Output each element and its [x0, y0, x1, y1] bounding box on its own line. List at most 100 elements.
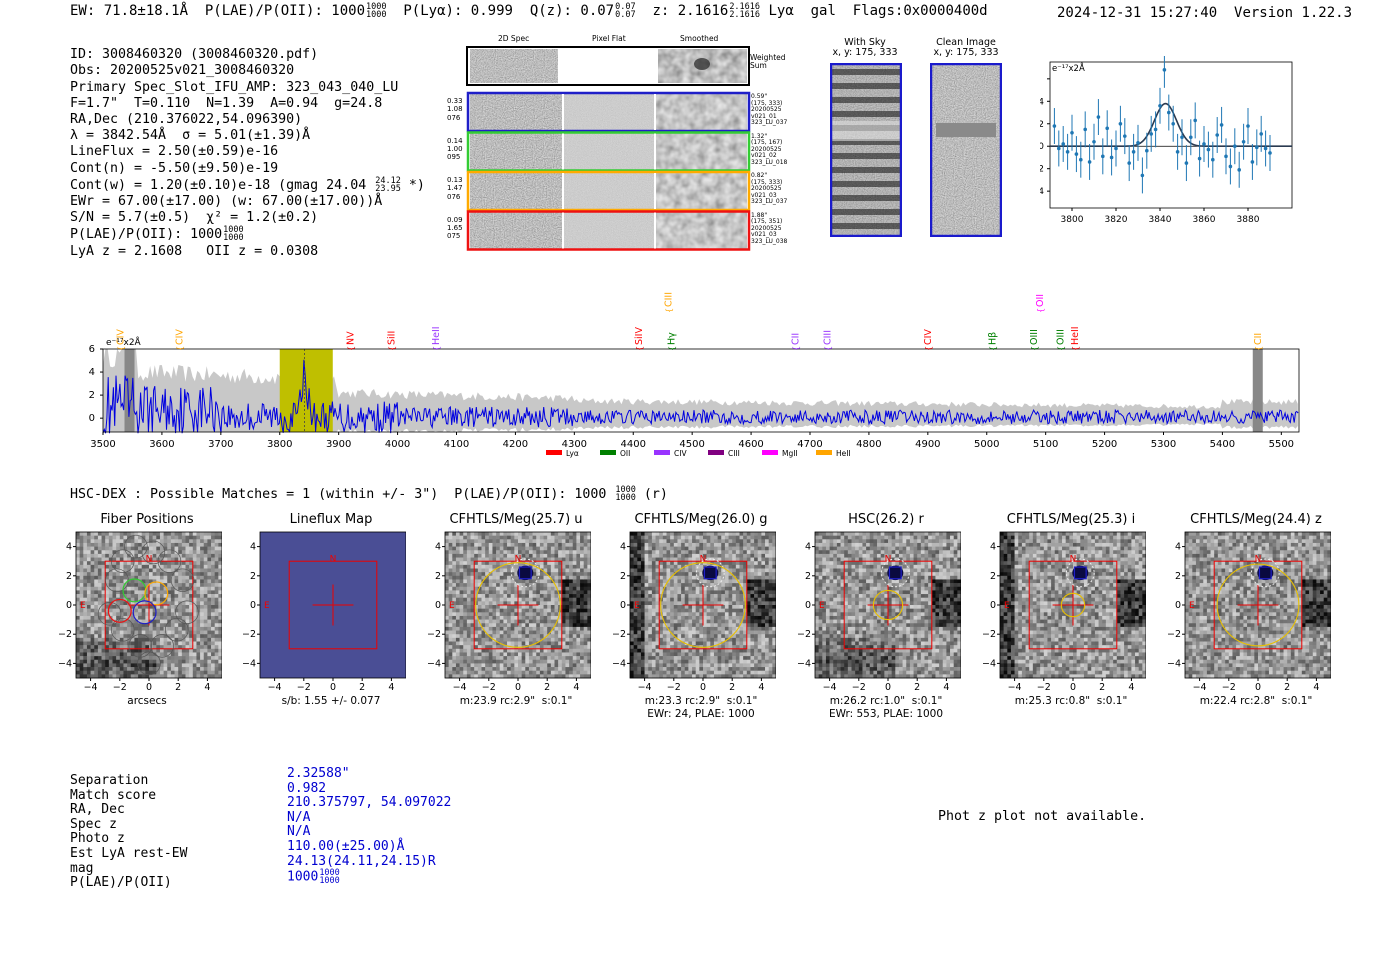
- image-pixel: [630, 561, 634, 566]
- image-pixel: [569, 626, 574, 631]
- image-pixel: [662, 656, 667, 661]
- image-pixel: [677, 615, 682, 620]
- image-pixel: [514, 597, 519, 602]
- image-pixel: [181, 575, 186, 580]
- image-pixel: [492, 542, 497, 547]
- image-pixel: [116, 634, 121, 639]
- image-pixel: [713, 535, 718, 540]
- image-pixel: [214, 594, 219, 598]
- image-pixel: [640, 539, 645, 544]
- image-pixel: [481, 575, 486, 580]
- image-pixel: [677, 575, 682, 580]
- image-pixel: [174, 637, 179, 642]
- image-pixel: [746, 605, 751, 609]
- image-pixel: [576, 608, 581, 613]
- image-pixel: [218, 626, 222, 631]
- image-pixel: [543, 597, 548, 602]
- image-pixel: [218, 546, 222, 551]
- image-pixel: [492, 564, 497, 569]
- image-pixel: [116, 626, 121, 631]
- image-pixel: [79, 561, 84, 566]
- image-pixel: [112, 615, 117, 620]
- image-pixel: [200, 535, 205, 540]
- image-pixel: [145, 630, 150, 635]
- image-pixel: [79, 615, 84, 620]
- image-pixel: [218, 535, 222, 540]
- image-pixel: [521, 553, 526, 558]
- image-pixel: [536, 542, 541, 547]
- image-pixel: [659, 630, 664, 635]
- image-pixel: [185, 586, 190, 591]
- image-pixel: [101, 612, 106, 617]
- image-pixel: [681, 539, 686, 544]
- image-pixel: [470, 539, 475, 544]
- image-pixel: [536, 568, 541, 573]
- image-pixel: [651, 532, 656, 536]
- image-pixel: [514, 575, 519, 580]
- image-pixel: [167, 612, 172, 617]
- image-pixel: [670, 612, 675, 617]
- image-pixel: [640, 663, 645, 668]
- image-pixel: [630, 579, 634, 584]
- image-pixel: [496, 553, 501, 558]
- image-pixel: [507, 542, 511, 547]
- image-pixel: [565, 641, 570, 646]
- image-pixel: [455, 550, 460, 555]
- image-pixel: [525, 674, 530, 679]
- image-pixel: [101, 583, 106, 588]
- image-pixel: [181, 579, 186, 584]
- image-pixel: [455, 641, 460, 646]
- image-pixel: [684, 572, 689, 577]
- image-pixel: [499, 619, 504, 624]
- image-pixel: [189, 656, 194, 661]
- image-pixel: [569, 546, 574, 551]
- image-pixel: [203, 601, 208, 606]
- spectrum-line-id: CIII: [664, 292, 675, 307]
- image-pixel: [76, 535, 80, 540]
- image-pixel: [536, 557, 541, 562]
- image-pixel: [518, 608, 522, 613]
- image-pixel: [79, 572, 84, 577]
- image-pixel: [710, 608, 715, 613]
- image-pixel: [724, 572, 729, 577]
- image-pixel: [189, 637, 194, 642]
- image-pixel: [123, 542, 128, 547]
- image-pixel: [743, 670, 748, 675]
- image-pixel: [481, 550, 486, 555]
- image-pixel: [739, 594, 744, 598]
- image-pixel: [739, 550, 744, 555]
- image-pixel: [692, 656, 696, 661]
- image-pixel: [644, 623, 649, 628]
- header-summary: EW: 71.8±18.1Å P(LAE)/P(OII): 1000 1000 10…: [70, 3, 988, 20]
- image-pixel: [130, 648, 135, 653]
- image-pixel: [488, 568, 493, 573]
- image-pixel: [630, 663, 634, 668]
- image-pixel: [452, 623, 457, 628]
- image-pixel: [572, 550, 577, 555]
- image-pixel: [518, 637, 522, 642]
- image-pixel: [681, 667, 686, 671]
- image-pixel: [83, 612, 88, 617]
- image-pixel: [481, 630, 486, 635]
- image-pixel: [569, 572, 574, 577]
- image-pixel: [481, 619, 486, 624]
- image-pixel: [514, 648, 519, 653]
- image-pixel: [203, 656, 208, 661]
- image-pixel: [728, 608, 733, 613]
- image-pixel: [181, 601, 186, 606]
- image-pixel: [116, 590, 121, 595]
- image-pixel: [735, 557, 740, 562]
- image-pixel: [499, 670, 504, 675]
- image-pixel: [445, 652, 449, 657]
- image-pixel: [703, 535, 707, 540]
- image-pixel: [746, 575, 751, 580]
- image-pixel: [724, 630, 729, 635]
- image-pixel: [159, 564, 164, 569]
- image-pixel: [218, 575, 222, 580]
- image-pixel: [514, 590, 519, 595]
- image-pixel: [123, 674, 128, 679]
- image-pixel: [739, 674, 744, 679]
- image-pixel: [724, 623, 729, 628]
- image-pixel: [174, 630, 179, 635]
- image-pixel: [474, 557, 479, 562]
